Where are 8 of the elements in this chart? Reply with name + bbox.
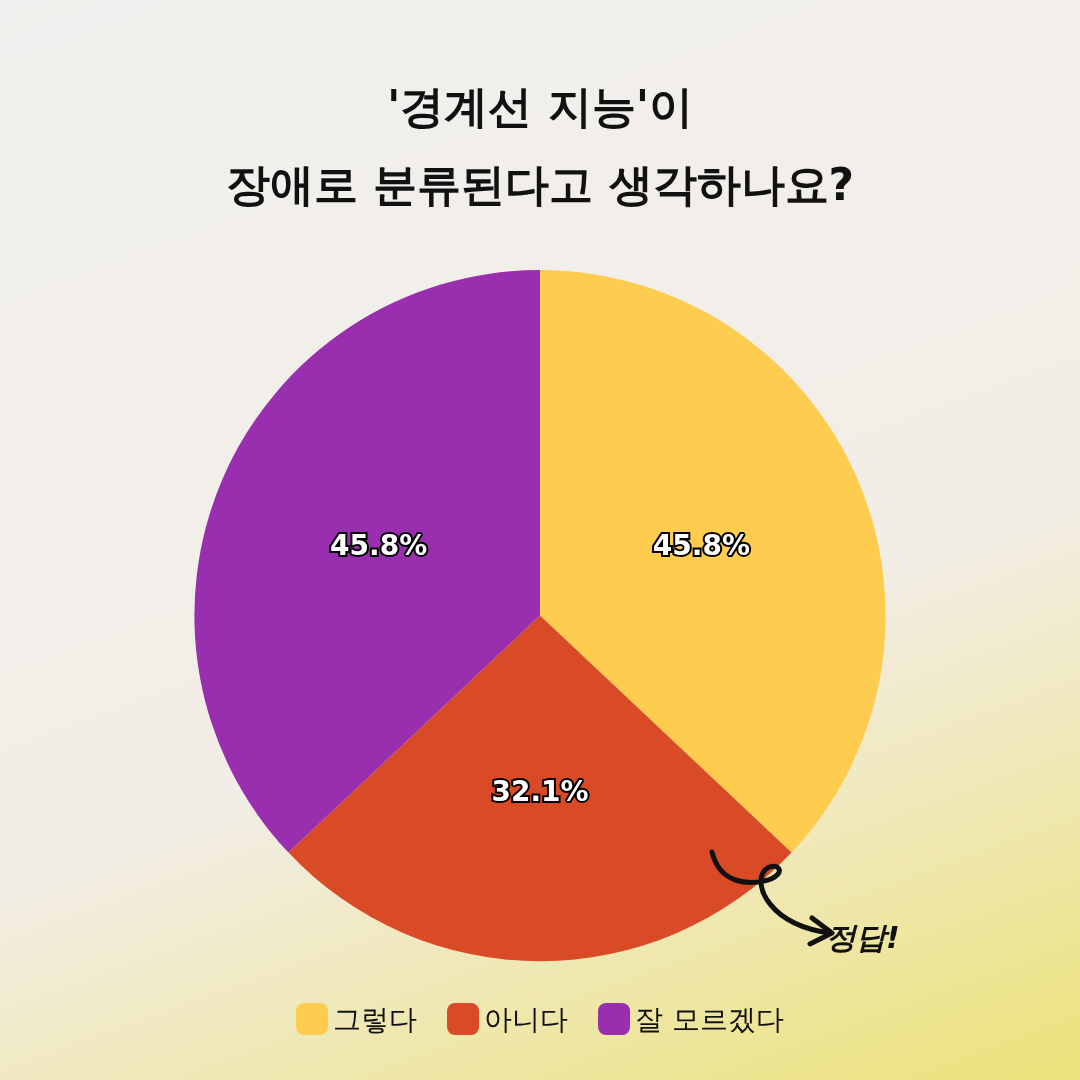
chart-title: '경계선 지능'이 장애로 분류된다고 생각하나요? bbox=[225, 80, 855, 210]
data-label: 45.8% bbox=[330, 529, 428, 563]
legend-label: 그렇다 bbox=[333, 1002, 418, 1036]
data-label: 32.1% bbox=[491, 774, 589, 808]
data-label: 45.8% bbox=[652, 529, 750, 563]
legend-label: 아니다 bbox=[484, 1002, 569, 1036]
text: 정답! bbox=[826, 919, 900, 957]
legend-label: 잘 모르겠다 bbox=[635, 1002, 784, 1036]
